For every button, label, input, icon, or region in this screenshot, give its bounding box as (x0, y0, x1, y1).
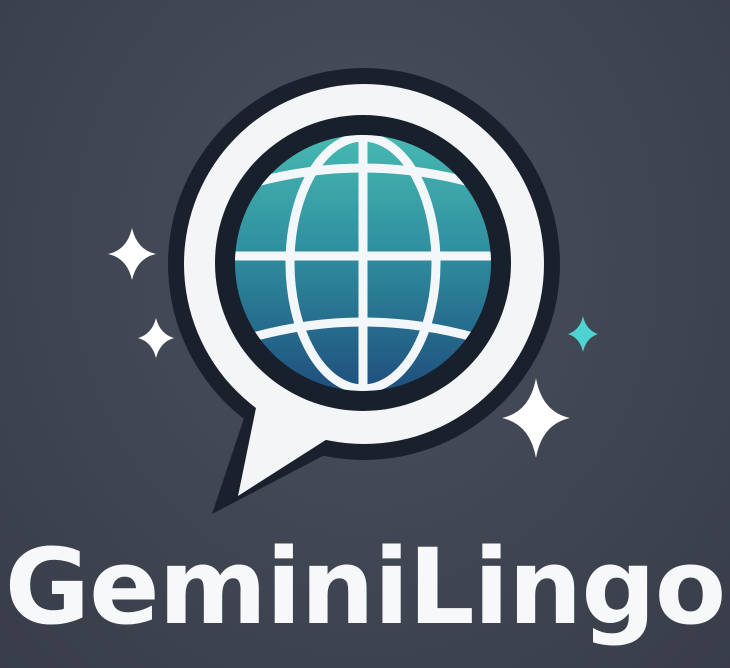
speech-bubble-globe-icon (108, 68, 598, 514)
sparkle-icon (568, 316, 598, 352)
sparkle-icon (502, 378, 570, 458)
sparkle-icon (108, 228, 156, 280)
globe-icon (235, 135, 491, 391)
sparkle-icon (138, 318, 174, 358)
brand-wordmark: GeminiLingo (4, 526, 726, 648)
